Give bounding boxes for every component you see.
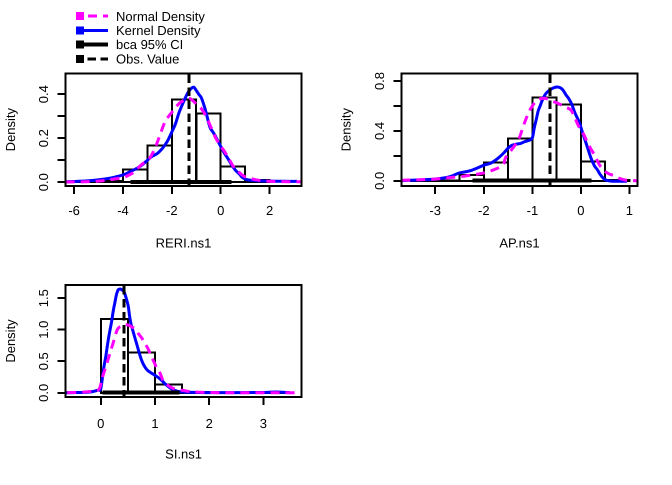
svg-text:Obs. Value: Obs. Value <box>116 51 179 66</box>
svg-text:-4: -4 <box>117 203 129 218</box>
svg-text:-2: -2 <box>478 203 490 218</box>
svg-text:0.0: 0.0 <box>36 384 51 402</box>
svg-text:0.4: 0.4 <box>372 122 387 140</box>
svg-text:-2: -2 <box>166 203 178 218</box>
svg-text:AP.ns1: AP.ns1 <box>499 236 539 251</box>
svg-text:Density: Density <box>3 107 18 151</box>
svg-text:Density: Density <box>339 107 354 151</box>
svg-text:0.8: 0.8 <box>372 72 387 90</box>
svg-text:bca 95% CI: bca 95% CI <box>116 37 183 52</box>
svg-text:0: 0 <box>217 203 224 218</box>
svg-text:2: 2 <box>266 203 273 218</box>
svg-text:-6: -6 <box>68 203 80 218</box>
svg-text:-1: -1 <box>527 203 539 218</box>
svg-text:0.0: 0.0 <box>36 173 51 191</box>
svg-text:0.2: 0.2 <box>36 129 51 147</box>
svg-text:1: 1 <box>626 203 633 218</box>
svg-text:Kernel Density: Kernel Density <box>116 23 201 38</box>
svg-text:SI.ns1: SI.ns1 <box>165 447 202 462</box>
svg-text:0.0: 0.0 <box>372 172 387 190</box>
svg-text:1.0: 1.0 <box>36 321 51 339</box>
svg-text:1.5: 1.5 <box>36 289 51 307</box>
svg-text:0.5: 0.5 <box>36 352 51 370</box>
svg-text:2: 2 <box>206 416 213 431</box>
svg-text:Density: Density <box>3 319 18 363</box>
svg-text:0.4: 0.4 <box>36 85 51 103</box>
svg-text:0: 0 <box>97 416 104 431</box>
svg-text:0: 0 <box>577 203 584 218</box>
svg-text:-3: -3 <box>429 203 441 218</box>
svg-text:3: 3 <box>260 416 267 431</box>
svg-text:1: 1 <box>151 416 158 431</box>
svg-text:Normal Density: Normal Density <box>116 9 205 24</box>
svg-text:RERI.ns1: RERI.ns1 <box>156 236 212 251</box>
